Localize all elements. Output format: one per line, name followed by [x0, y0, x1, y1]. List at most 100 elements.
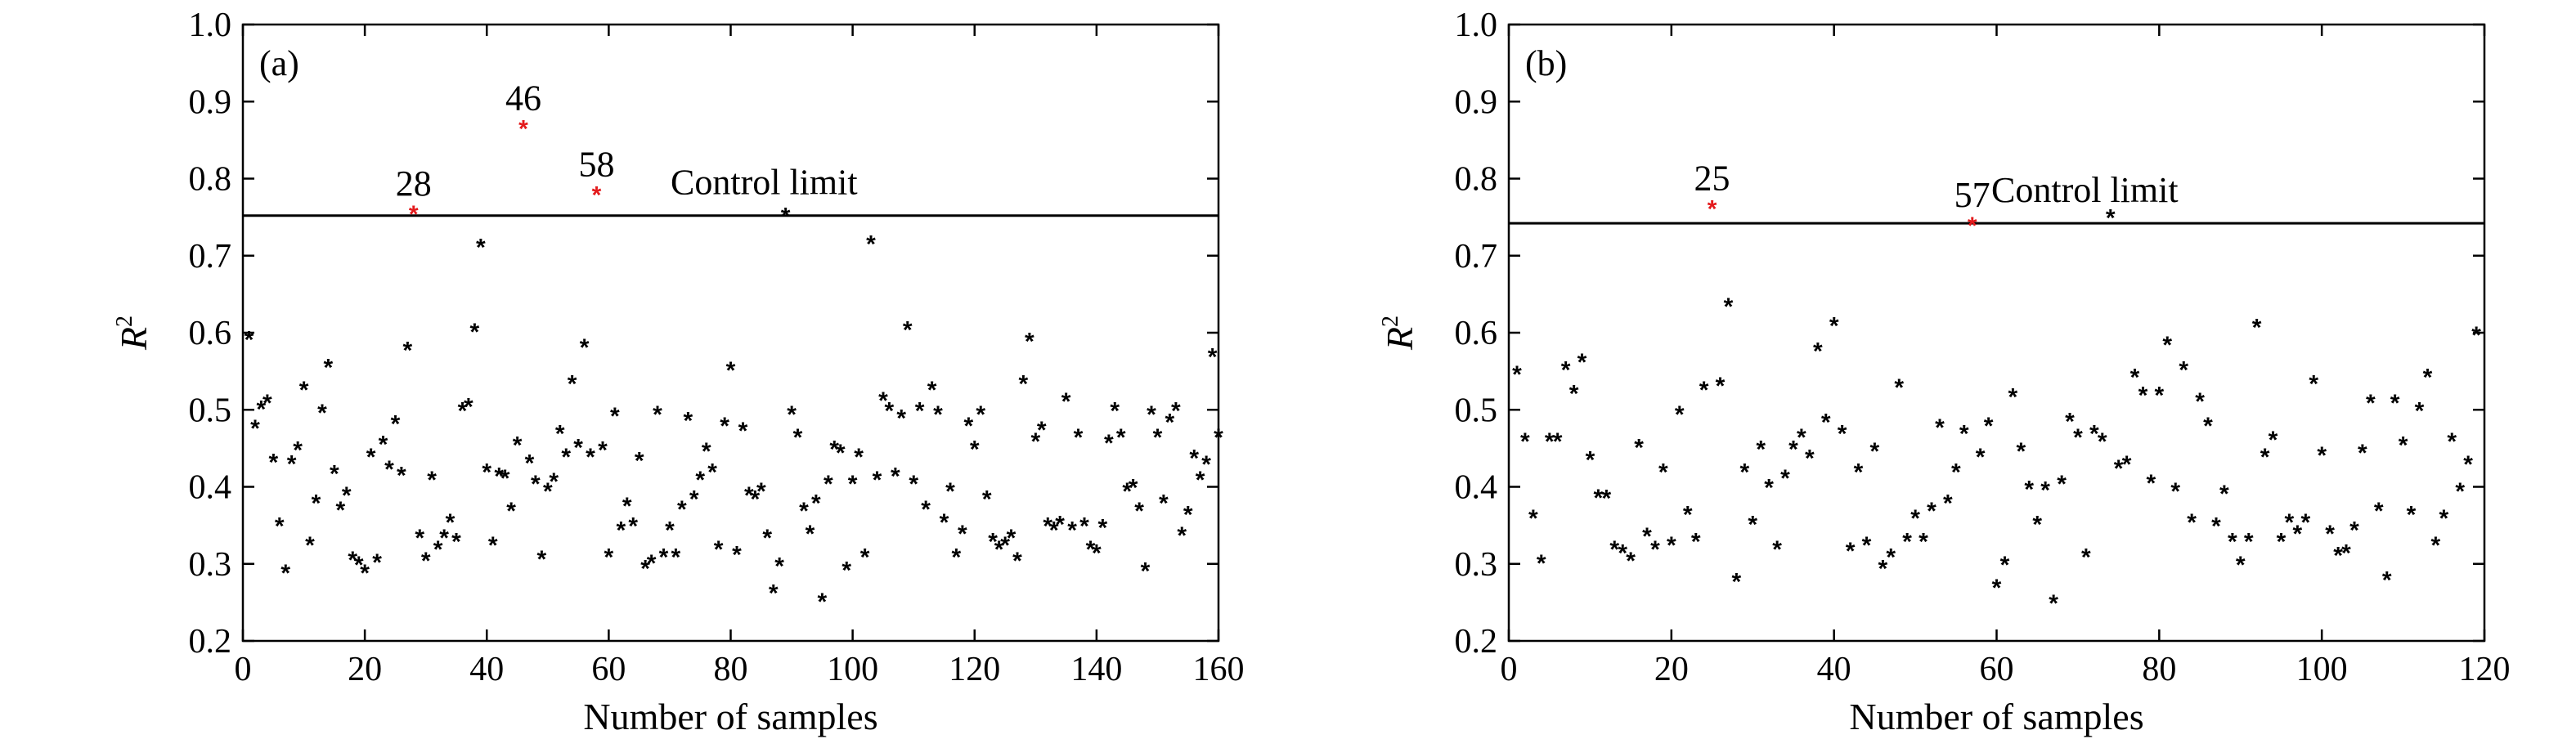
data-point: *	[1569, 381, 1579, 408]
data-point: *	[299, 377, 309, 404]
data-point: *	[2252, 314, 2262, 341]
data-point: *	[2040, 477, 2050, 504]
data-point: *	[2203, 413, 2213, 440]
data-point: *	[1748, 512, 1757, 539]
data-point: *	[1764, 475, 1774, 502]
data-point: *	[1007, 525, 1016, 552]
data-point: *	[836, 440, 846, 467]
data-point: *	[2300, 509, 2310, 536]
data-point: *	[372, 549, 382, 576]
data-point: *	[653, 401, 662, 428]
data-point: *	[330, 461, 339, 488]
data-point: *	[1691, 528, 1701, 555]
data-point: *	[878, 387, 888, 414]
data-point: *	[1642, 523, 1652, 550]
data-point: *	[2195, 388, 2205, 415]
data-point: *	[561, 444, 571, 471]
data-point: *	[671, 544, 681, 571]
data-point: *	[1821, 409, 1831, 436]
data-point: *	[2415, 397, 2425, 424]
data-point: *	[1537, 550, 1546, 577]
data-point: *	[1067, 517, 1077, 544]
data-point: *	[1214, 424, 1223, 451]
data-point: *	[2358, 440, 2367, 467]
data-point: *	[317, 400, 327, 427]
data-point: *	[744, 482, 754, 509]
data-point: *	[598, 437, 608, 464]
x-tick-label: 40	[469, 651, 504, 688]
data-point: *	[689, 486, 699, 513]
data-point: *	[1943, 490, 1953, 517]
data-point: *	[806, 521, 815, 548]
data-point: *	[580, 334, 590, 361]
data-point: *	[1951, 459, 1961, 486]
data-point: *	[774, 553, 784, 580]
data-point: *	[1141, 558, 1151, 585]
data-point: *	[360, 560, 370, 587]
highlight-label: 58	[578, 144, 614, 184]
data-point: *	[2325, 521, 2335, 548]
data-point: *	[458, 397, 468, 424]
highlight-label: 28	[396, 163, 432, 204]
data-point: *	[970, 436, 980, 463]
y-tick-label: 0.6	[1455, 315, 1498, 352]
data-point: *	[1086, 536, 1096, 563]
data-point: *	[915, 397, 925, 424]
data-point: *	[543, 478, 553, 505]
highlight-point: *	[1708, 195, 1717, 222]
data-point: *	[848, 471, 858, 498]
y-axis-title-superscript: 2	[1378, 316, 1403, 327]
data-point: *	[2447, 428, 2457, 455]
y-tick-label: 0.7	[189, 238, 232, 275]
data-point: *	[958, 521, 967, 548]
data-point: *	[1122, 478, 1132, 505]
data-point: *	[2277, 528, 2287, 555]
data-point: *	[1829, 313, 1839, 340]
data-point: *	[1650, 536, 1660, 563]
data-point: *	[1992, 575, 2002, 602]
data-point: *	[2049, 590, 2058, 617]
data-point: *	[1577, 349, 1587, 376]
data-point: *	[1110, 397, 1120, 424]
y-axis-title-symbol: R	[113, 327, 155, 351]
data-point: *	[860, 544, 870, 571]
data-point: *	[1129, 475, 1138, 502]
data-point: *	[2244, 528, 2254, 555]
y-axis-title: R2	[1378, 316, 1420, 351]
data-point: *	[451, 528, 461, 555]
data-point: *	[506, 498, 516, 525]
data-point: *	[714, 536, 724, 563]
y-tick-label: 0.6	[189, 315, 232, 352]
x-tick-label: 0	[235, 651, 252, 688]
x-tick-label: 80	[714, 651, 748, 688]
data-point: *	[1104, 430, 1114, 457]
data-point: *	[1797, 424, 1806, 451]
highlight-label: 46	[505, 78, 541, 118]
data-point: *	[427, 467, 437, 494]
data-point: *	[2000, 552, 2010, 579]
data-point: *	[781, 204, 791, 231]
data-point: *	[1177, 522, 1187, 549]
data-point: *	[1019, 370, 1029, 397]
data-point: *	[896, 405, 906, 432]
data-point: *	[1012, 548, 1022, 575]
data-point: *	[1976, 444, 1986, 471]
y-axis-title-symbol: R	[1379, 327, 1420, 351]
data-point: *	[2219, 481, 2229, 508]
data-point: *	[2341, 540, 2351, 567]
data-point: *	[1618, 540, 1627, 567]
x-tick-label: 20	[348, 651, 382, 688]
data-point: *	[2260, 444, 2270, 471]
data-point: *	[1055, 512, 1065, 539]
data-point: *	[531, 471, 541, 498]
y-tick-label: 0.5	[1455, 392, 1498, 429]
data-point: *	[379, 432, 388, 459]
data-point: *	[335, 497, 345, 524]
data-point: *	[1886, 544, 1896, 571]
data-point: *	[2292, 521, 2302, 548]
data-point: *	[1553, 428, 1563, 455]
data-point: *	[1594, 485, 1604, 512]
data-point: *	[1675, 401, 1685, 428]
data-point: *	[2106, 205, 2116, 232]
y-tick-label: 0.2	[189, 623, 232, 661]
